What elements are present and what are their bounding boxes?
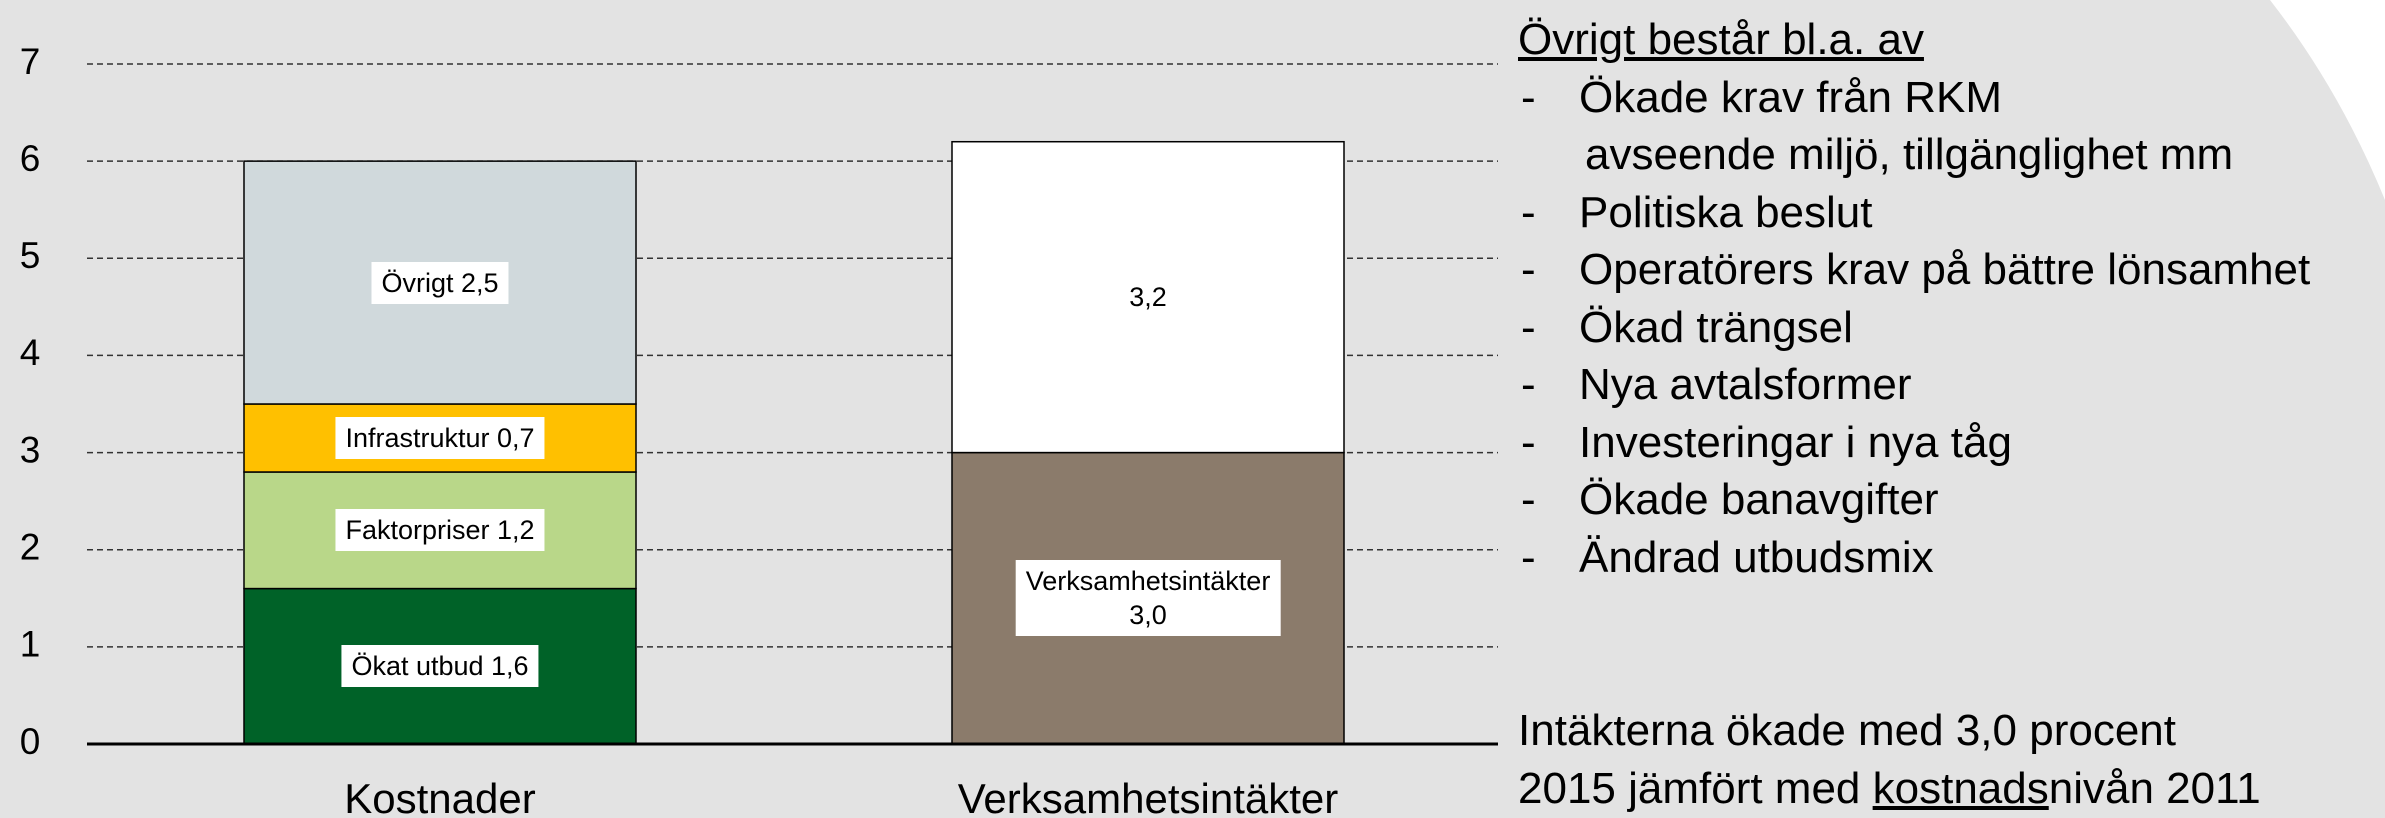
footer-line: 2015 jämfört med kostnadsnivån 2011 bbox=[1518, 760, 2310, 818]
note-line: Ändrad utbudsmix bbox=[1579, 532, 1934, 582]
y-tick-label: 1 bbox=[20, 624, 41, 665]
note-item: Investeringar i nya tåg bbox=[1518, 414, 2310, 472]
background-shape bbox=[2270, 0, 2385, 200]
y-tick-label: 7 bbox=[20, 41, 41, 82]
data-label: Infrastruktur 0,7 bbox=[335, 417, 545, 459]
note-item: Operatörers krav på bättre lönsamhet bbox=[1518, 241, 2310, 299]
note-line: Ökade krav från RKM bbox=[1579, 72, 2003, 122]
note-line: Ökade banavgifter bbox=[1579, 475, 1939, 524]
note-item: Ökad trängsel bbox=[1518, 299, 2310, 357]
y-tick-label: 3 bbox=[20, 429, 41, 470]
note-line: Politiska beslut bbox=[1579, 187, 1873, 237]
note-line: avseende miljö, tillgänglighet mm bbox=[1585, 130, 2234, 179]
y-tick-label: 5 bbox=[20, 235, 41, 276]
note-item: Ökade krav från RKM avseende miljö, tillg… bbox=[1518, 69, 2310, 184]
data-label: Övrigt 2,5 bbox=[371, 261, 509, 304]
note-item: Ändrad utbudsmix bbox=[1518, 529, 2310, 587]
data-label: 3,2 bbox=[1119, 276, 1177, 319]
y-tick-label: 4 bbox=[20, 332, 41, 373]
footer-text: kostnads bbox=[1872, 763, 2049, 813]
notes-footer: Intäkterna ökade med 3,0 procent 2015 jä… bbox=[1518, 702, 2310, 817]
note-item: Politiska beslut bbox=[1518, 184, 2310, 242]
x-tick-label: Kostnader bbox=[344, 775, 535, 818]
data-label: Ökat utbud 1,6 bbox=[341, 645, 539, 688]
footer-text: nivån 2011 bbox=[2048, 763, 2261, 813]
footer-text: 2015 jämfört med bbox=[1518, 763, 1873, 813]
notes-heading: Övrigt består bl.a. av bbox=[1518, 15, 1924, 64]
x-tick-label: Verksamhetsintäkter bbox=[958, 775, 1339, 818]
note-item: Ökade banavgifter bbox=[1518, 471, 2310, 529]
note-line: Investeringar i nya tåg bbox=[1579, 417, 2012, 467]
note-line: Nya avtalsformer bbox=[1579, 360, 1912, 409]
note-item: Nya avtalsformer bbox=[1518, 356, 2310, 414]
data-label: Faktorpriser 1,2 bbox=[335, 509, 545, 552]
y-tick-label: 0 bbox=[20, 721, 41, 762]
notes: Övrigt består bl.a. av Ökade krav från R… bbox=[1518, 11, 2310, 817]
footer-line: Intäkterna ökade med 3,0 procent bbox=[1518, 706, 2176, 755]
note-line: Ökad trängsel bbox=[1579, 302, 1853, 352]
y-tick-label: 6 bbox=[20, 138, 41, 179]
note-line: Operatörers krav på bättre lönsamhet bbox=[1579, 245, 2311, 294]
notes-list: Ökade krav från RKM avseende miljö, tillg… bbox=[1518, 69, 2310, 587]
data-label: Verksamhetsintäkter 3,0 bbox=[1015, 560, 1281, 637]
y-tick-label: 2 bbox=[20, 526, 41, 567]
